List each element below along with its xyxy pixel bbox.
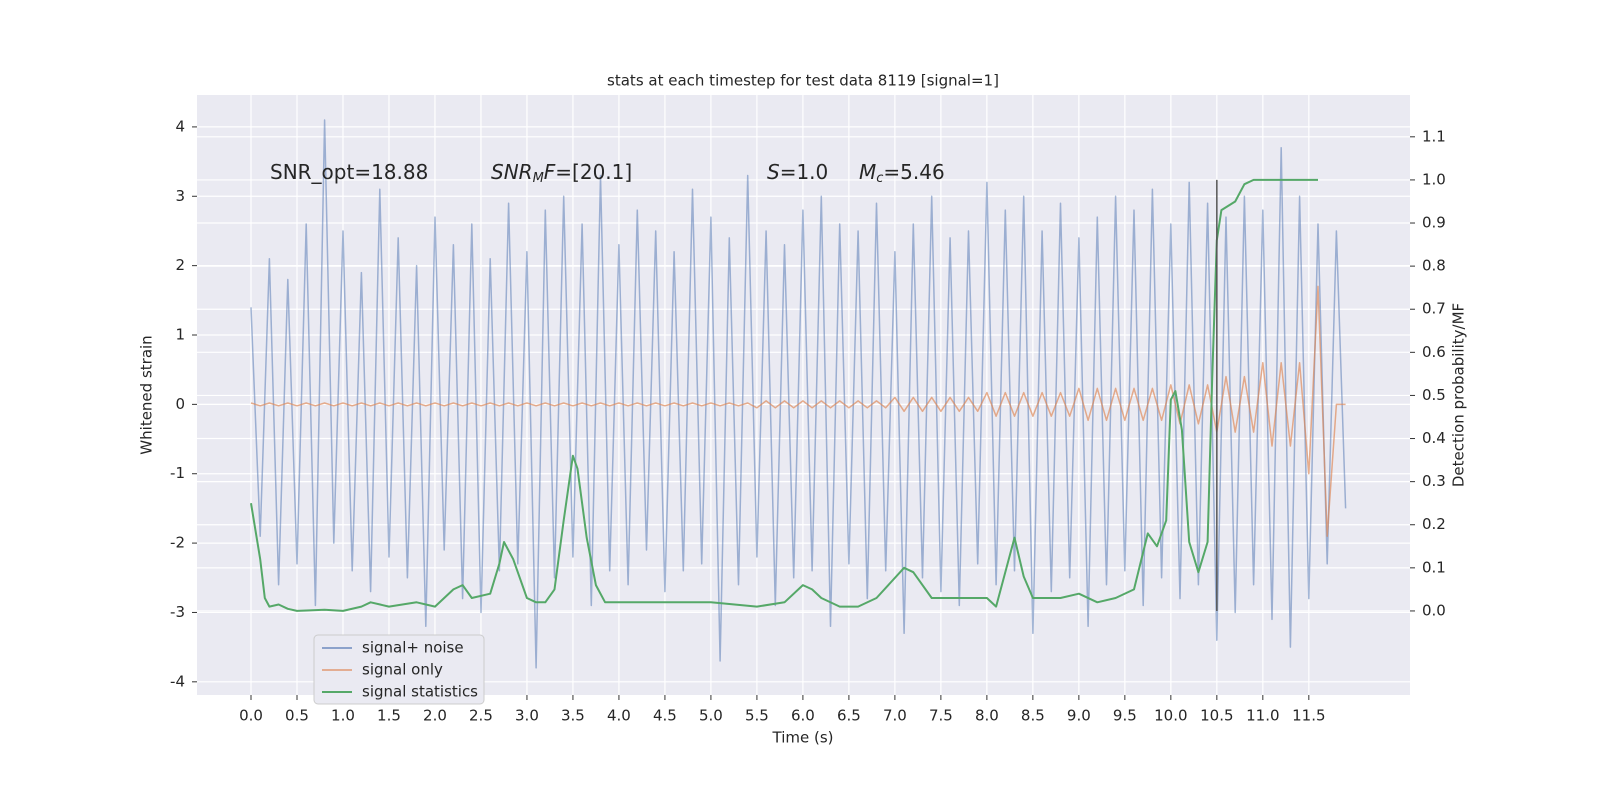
annotation-part: F <box>544 160 556 184</box>
x-tick-label: 6.0 <box>791 707 815 725</box>
y-tick-label: 3 <box>175 187 185 205</box>
y2-tick-label: 0.8 <box>1422 257 1446 275</box>
legend: signal+ noise signal only signal statistic… <box>313 634 485 705</box>
annotation-part: =[20.1] <box>555 160 632 184</box>
y2-tick-label: 0.5 <box>1422 386 1446 404</box>
x-tick-label: 4.5 <box>653 707 677 725</box>
legend-label: signal statistics <box>362 683 478 701</box>
y2-tick-label: 0.7 <box>1422 300 1446 318</box>
x-tick-label: 4.0 <box>607 707 631 725</box>
series-line <box>250 285 1346 537</box>
x-tick-label: 6.5 <box>837 707 861 725</box>
x-tick-label: 0.5 <box>285 707 309 725</box>
x-tick-label: 9.5 <box>1113 707 1137 725</box>
y-tick-label: -4 <box>170 672 185 690</box>
annotation-part: S <box>767 160 780 184</box>
x-tick-label: 0.0 <box>239 707 263 725</box>
x-tick-label: 5.0 <box>699 707 723 725</box>
annotation: S=1.0 <box>767 160 828 184</box>
x-tick-label: 10.0 <box>1154 707 1187 725</box>
y2-tick-label: 1.1 <box>1422 127 1446 145</box>
y-tick-label: 0 <box>175 395 185 413</box>
x-axis-label: Time (s) <box>772 729 834 747</box>
annotation-part: SNR <box>491 160 533 184</box>
x-tick-label: 2.5 <box>469 707 493 725</box>
y2-axis-label: Detection probability/MF <box>1450 303 1468 487</box>
y2-tick-label: 0.1 <box>1422 558 1446 576</box>
x-tick-label: 1.5 <box>377 707 401 725</box>
y-axis-label: Whitened strain <box>138 335 156 454</box>
x-tick-label: 3.0 <box>515 707 539 725</box>
annotation-part: =5.46 <box>883 160 944 184</box>
y2-tick-label: 1.0 <box>1422 170 1446 188</box>
annotation-part: SNR_opt=18.88 <box>270 160 428 184</box>
x-tick-label: 7.0 <box>883 707 907 725</box>
x-tick-label: 8.0 <box>975 707 999 725</box>
y2-tick-label: 0.2 <box>1422 515 1446 533</box>
series-line <box>250 178 1318 612</box>
marks <box>250 119 1347 669</box>
x-tick-label: 3.5 <box>561 707 585 725</box>
x-tick-label: 10.5 <box>1200 707 1233 725</box>
legend-label: signal only <box>362 661 443 679</box>
annotation: SNRMF=[20.1] <box>491 160 632 186</box>
y-tick-label: -1 <box>170 464 185 482</box>
annotation-part: M <box>533 171 544 186</box>
y-tick-label: 2 <box>175 256 185 274</box>
annotation: SNR_opt=18.88 <box>270 160 428 184</box>
x-tick-label: 11.0 <box>1246 707 1279 725</box>
x-tick-label: 11.5 <box>1292 707 1325 725</box>
y2-tick-label: 0.9 <box>1422 214 1446 232</box>
annotation: Mc=5.46 <box>859 160 945 186</box>
series-line <box>250 119 1347 669</box>
y2-tick-label: 0.4 <box>1422 429 1446 447</box>
y-tick-label: 4 <box>175 117 185 135</box>
annotation-part: M <box>859 160 876 184</box>
annotation-part: =1.0 <box>780 160 829 184</box>
x-tick-label: 1.0 <box>331 707 355 725</box>
y-tick-label: -2 <box>170 534 185 552</box>
x-tick-label: 7.5 <box>929 707 953 725</box>
x-tick-label: 2.0 <box>423 707 447 725</box>
legend-box <box>313 634 485 705</box>
x-tick-label: 5.5 <box>745 707 769 725</box>
x-tick-label: 8.5 <box>1021 707 1045 725</box>
chart-title: stats at each timestep for test data 811… <box>607 72 999 90</box>
x-tick-label: 9.0 <box>1067 707 1091 725</box>
y2-tick-label: 0.6 <box>1422 343 1446 361</box>
y2-tick-label: 0.3 <box>1422 472 1446 490</box>
annotation-part: c <box>876 171 883 186</box>
y-tick-label: 1 <box>175 326 185 344</box>
y2-tick-label: 0.0 <box>1422 601 1446 619</box>
y-tick-label: -3 <box>170 603 185 621</box>
legend-label: signal+ noise <box>362 639 464 657</box>
